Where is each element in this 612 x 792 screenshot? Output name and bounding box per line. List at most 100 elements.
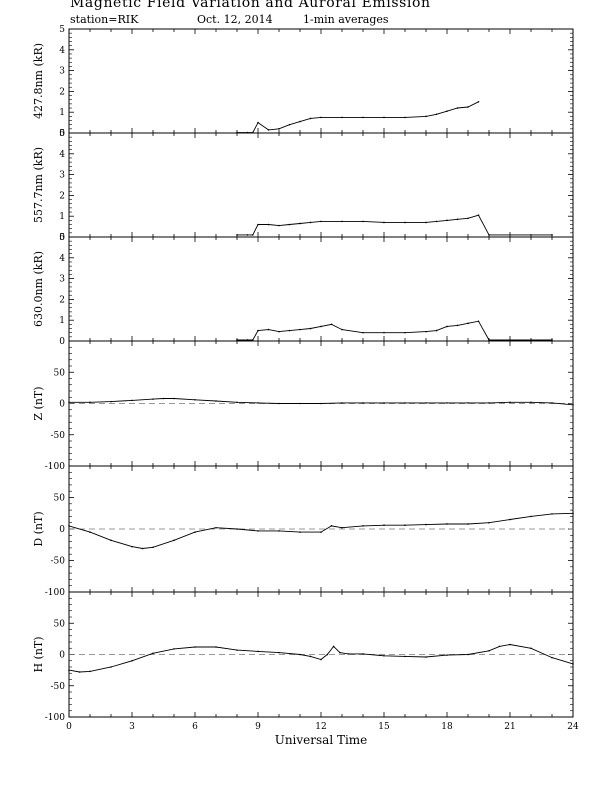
data-point <box>299 531 301 533</box>
data-point <box>320 531 322 533</box>
data-point <box>425 523 427 526</box>
data-point <box>309 221 312 224</box>
data-point <box>488 649 490 652</box>
data-point <box>278 530 280 532</box>
x-tick-label: 24 <box>567 722 579 732</box>
data-point <box>68 525 70 527</box>
data-point <box>530 515 532 518</box>
y-tick-label: 0 <box>59 129 65 139</box>
data-point <box>131 545 133 548</box>
x-tick-label: 0 <box>66 722 72 732</box>
data-point <box>362 402 364 404</box>
data-point <box>68 669 70 671</box>
data-point <box>383 116 385 119</box>
data-point <box>341 526 343 529</box>
data-point <box>383 654 385 657</box>
data-point <box>288 223 291 226</box>
data-point <box>110 666 112 668</box>
data-point <box>326 653 329 656</box>
y-tick-label: 3 <box>59 67 65 77</box>
data-point <box>425 115 427 118</box>
data-point <box>467 402 469 404</box>
data-point <box>456 107 459 109</box>
x-tick-label: 3 <box>129 722 135 732</box>
data-point <box>152 546 154 549</box>
data-point <box>236 649 238 651</box>
data-point <box>332 645 335 648</box>
y-axis-label: 557.7nm (kR) <box>32 147 45 223</box>
data-point <box>551 656 553 659</box>
y-axis-label: H (nT) <box>32 636 45 672</box>
data-point <box>278 128 280 130</box>
data-point <box>330 525 333 527</box>
data-point <box>530 647 532 650</box>
date-label: Oct. 12, 2014 <box>197 13 273 26</box>
y-tick-label: 5 <box>59 25 65 35</box>
y-tick-label: 0 <box>59 233 65 243</box>
data-point <box>404 402 406 404</box>
data-point <box>477 320 480 323</box>
data-point <box>152 652 154 655</box>
y-axis-label: Z (nT) <box>32 386 45 420</box>
y-axis-label: D (nT) <box>32 511 45 546</box>
data-point <box>362 331 364 334</box>
data-point <box>404 116 406 119</box>
data-point <box>131 399 133 402</box>
y-tick-label: -100 <box>45 588 65 598</box>
data-point <box>383 221 385 224</box>
data-point <box>425 330 427 333</box>
data-point <box>194 646 196 648</box>
data-point <box>257 402 259 404</box>
data-point <box>309 117 312 120</box>
data-point <box>299 222 301 225</box>
series-line <box>237 101 479 134</box>
y-tick-label: 4 <box>59 150 65 160</box>
y-tick-label: -100 <box>45 713 65 723</box>
data-point <box>509 401 511 404</box>
station-label: station=RIK <box>70 13 139 26</box>
x-axis-label: Universal Time <box>275 733 368 747</box>
data-point <box>456 218 459 221</box>
data-point <box>383 402 385 404</box>
data-point <box>141 547 144 550</box>
data-point <box>488 521 490 524</box>
data-point <box>446 110 448 112</box>
data-point <box>498 645 501 648</box>
data-point <box>362 116 364 119</box>
x-tick-label: 12 <box>315 722 326 732</box>
data-point <box>435 113 438 116</box>
data-point <box>362 653 364 655</box>
data-point <box>236 528 238 530</box>
data-point <box>267 129 270 131</box>
data-point <box>236 234 238 236</box>
data-point <box>404 655 406 658</box>
data-point <box>320 402 322 405</box>
data-point <box>257 329 259 332</box>
data-point <box>347 653 350 655</box>
series-line <box>237 214 552 236</box>
data-point <box>551 234 553 236</box>
data-point <box>257 121 259 124</box>
data-point <box>246 234 249 236</box>
x-tick-label: 9 <box>255 722 261 732</box>
series-line <box>69 398 574 406</box>
data-point <box>288 123 291 126</box>
data-point <box>383 524 385 527</box>
data-point <box>572 663 574 665</box>
data-point <box>89 401 91 404</box>
data-point <box>435 220 438 223</box>
y-tick-label: 4 <box>59 254 65 264</box>
data-point <box>267 328 270 331</box>
data-point <box>110 539 112 542</box>
data-point <box>456 324 459 327</box>
y-tick-label: 4 <box>59 46 65 56</box>
data-point <box>509 643 511 646</box>
x-tick-label: 18 <box>441 722 453 732</box>
y-tick-label: 1 <box>59 212 65 222</box>
data-point <box>339 651 341 654</box>
y-tick-label: 50 <box>54 368 66 378</box>
data-point <box>383 331 385 334</box>
data-point <box>288 329 291 332</box>
data-point <box>341 220 343 223</box>
